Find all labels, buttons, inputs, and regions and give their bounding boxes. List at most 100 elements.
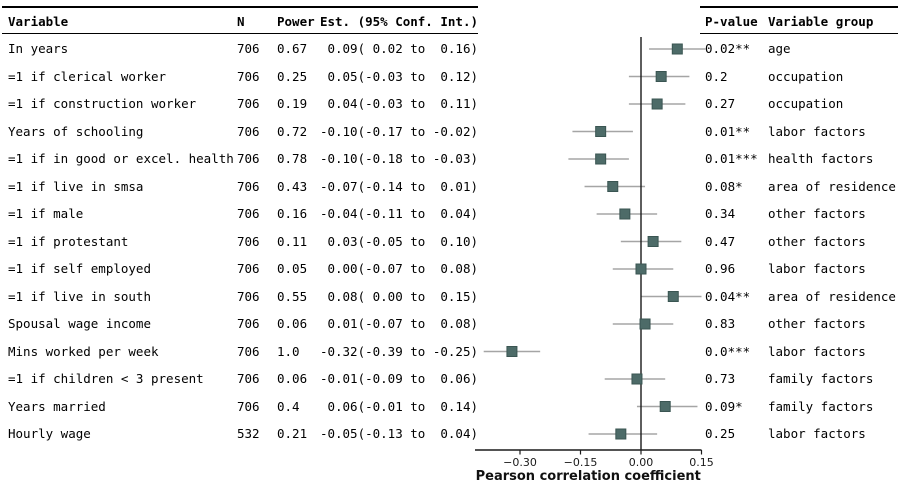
variable-cell: Spousal wage income <box>8 316 151 331</box>
group-cell: labor factors <box>768 343 866 359</box>
group-cell: occupation <box>768 68 844 84</box>
estimate-marker <box>647 236 659 247</box>
pvalue-cell: 0.96 <box>705 261 736 276</box>
est-cell: -0.07(-0.14 to 0.01) <box>319 178 478 194</box>
n-cell: 706 <box>237 68 260 84</box>
variable-cell: =1 if in good or excel. health <box>8 151 234 166</box>
est-cell: 0.08( 0.00 to 0.15) <box>319 288 478 304</box>
est-cell: -0.05(-0.13 to 0.04) <box>319 426 478 441</box>
pvalue-cell: 0.02** <box>705 41 751 56</box>
n-cell: 706 <box>237 206 260 221</box>
power-cell: 0.06 <box>277 316 308 331</box>
est-cell: -0.32(-0.39 to -0.25) <box>319 343 478 359</box>
n-cell: 706 <box>237 178 260 194</box>
n-cell: 706 <box>237 371 260 386</box>
pvalue-cell: 0.25 <box>705 426 736 441</box>
group-cell: age <box>768 41 791 56</box>
est-cell: 0.06(-0.01 to 0.14) <box>319 398 478 414</box>
n-cell: 706 <box>237 261 260 276</box>
group-cell: area of residence <box>768 178 896 194</box>
est-cell: -0.10(-0.17 to -0.02) <box>319 123 478 139</box>
variable-cell: Years married <box>8 398 106 414</box>
group-cell: occupation <box>768 96 844 111</box>
right-table-top-rule <box>700 6 898 8</box>
n-cell: 706 <box>237 151 260 166</box>
variable-cell: In years <box>8 41 69 56</box>
group-cell: labor factors <box>768 123 866 139</box>
group-cell: other factors <box>768 233 866 249</box>
estimate-marker <box>639 318 651 330</box>
power-cell: 0.16 <box>277 206 308 221</box>
estimate-marker <box>506 346 518 357</box>
power-cell: 0.4 <box>277 398 300 414</box>
estimate-marker <box>615 428 627 440</box>
est-cell: -0.04(-0.11 to 0.04) <box>319 206 478 221</box>
est-cell: 0.09( 0.02 to 0.16) <box>319 41 478 56</box>
power-cell: 0.43 <box>277 178 308 194</box>
pvalue-cell: 0.34 <box>705 206 736 221</box>
estimate-marker <box>671 43 683 55</box>
group-cell: area of residence <box>768 288 896 304</box>
group-cell: labor factors <box>768 426 866 441</box>
estimate-marker <box>595 153 607 165</box>
power-cell: 0.78 <box>277 151 308 166</box>
x-tick-label: −0.15 <box>564 456 598 469</box>
pvalue-cell: 0.08* <box>705 178 743 194</box>
n-cell: 706 <box>237 316 260 331</box>
pvalue-cell: 0.2 <box>705 68 728 84</box>
group-cell: family factors <box>768 371 874 386</box>
x-tick-label: 0.00 <box>629 456 654 469</box>
variable-cell: Mins worked per week <box>8 343 159 359</box>
power-cell: 0.25 <box>277 68 308 84</box>
power-cell: 0.72 <box>277 123 308 139</box>
variable-cell: =1 if clerical worker <box>8 68 167 84</box>
power-cell: 0.11 <box>277 233 308 249</box>
estimate-marker <box>655 71 667 82</box>
variable-cell: =1 if construction worker <box>8 96 197 111</box>
pvalue-cell: 0.01** <box>705 123 751 139</box>
estimate-marker <box>667 291 679 302</box>
estimate-marker <box>635 263 647 275</box>
pvalue-cell: 0.0*** <box>705 343 751 359</box>
estimate-marker <box>619 208 631 220</box>
est-cell: 0.01(-0.07 to 0.08) <box>319 316 478 331</box>
x-tick-label: 0.15 <box>689 456 714 469</box>
column-header-pvalue: P-value <box>705 14 758 29</box>
estimate-marker <box>595 126 607 137</box>
column-header-n: N <box>237 14 245 29</box>
group-cell: other factors <box>768 316 866 331</box>
right-table-header-rule <box>700 33 898 35</box>
pvalue-cell: 0.09* <box>705 398 743 414</box>
est-cell: 0.04(-0.03 to 0.11) <box>319 96 478 111</box>
power-cell: 0.19 <box>277 96 308 111</box>
column-header-power: Power <box>277 14 315 29</box>
pvalue-cell: 0.27 <box>705 96 736 111</box>
est-cell: -0.01(-0.09 to 0.06) <box>319 371 478 386</box>
power-cell: 0.21 <box>277 426 308 441</box>
variable-cell: =1 if protestant <box>8 233 129 249</box>
column-header-estimate: Est. (95% Conf. Int.) <box>319 14 478 29</box>
variable-cell: =1 if live in smsa <box>8 178 144 194</box>
n-cell: 532 <box>237 426 260 441</box>
est-cell: 0.05(-0.03 to 0.12) <box>319 68 478 84</box>
power-cell: 1.0 <box>277 343 300 359</box>
variable-cell: =1 if self employed <box>8 261 151 276</box>
power-cell: 0.06 <box>277 371 308 386</box>
variable-cell: Years of schooling <box>8 123 144 139</box>
pvalue-cell: 0.83 <box>705 316 736 331</box>
variable-cell: =1 if live in south <box>8 288 151 304</box>
n-cell: 706 <box>237 123 260 139</box>
variable-cell: =1 if male <box>8 206 84 221</box>
pvalue-cell: 0.73 <box>705 371 736 386</box>
estimate-marker <box>631 373 643 385</box>
power-cell: 0.55 <box>277 288 308 304</box>
left-table-header-rule <box>2 33 478 35</box>
group-cell: labor factors <box>768 261 866 276</box>
variable-cell: Hourly wage <box>8 426 91 441</box>
est-cell: 0.00(-0.07 to 0.08) <box>319 261 478 276</box>
power-cell: 0.05 <box>277 261 308 276</box>
estimate-marker <box>659 401 671 412</box>
pvalue-cell: 0.04** <box>705 288 751 304</box>
